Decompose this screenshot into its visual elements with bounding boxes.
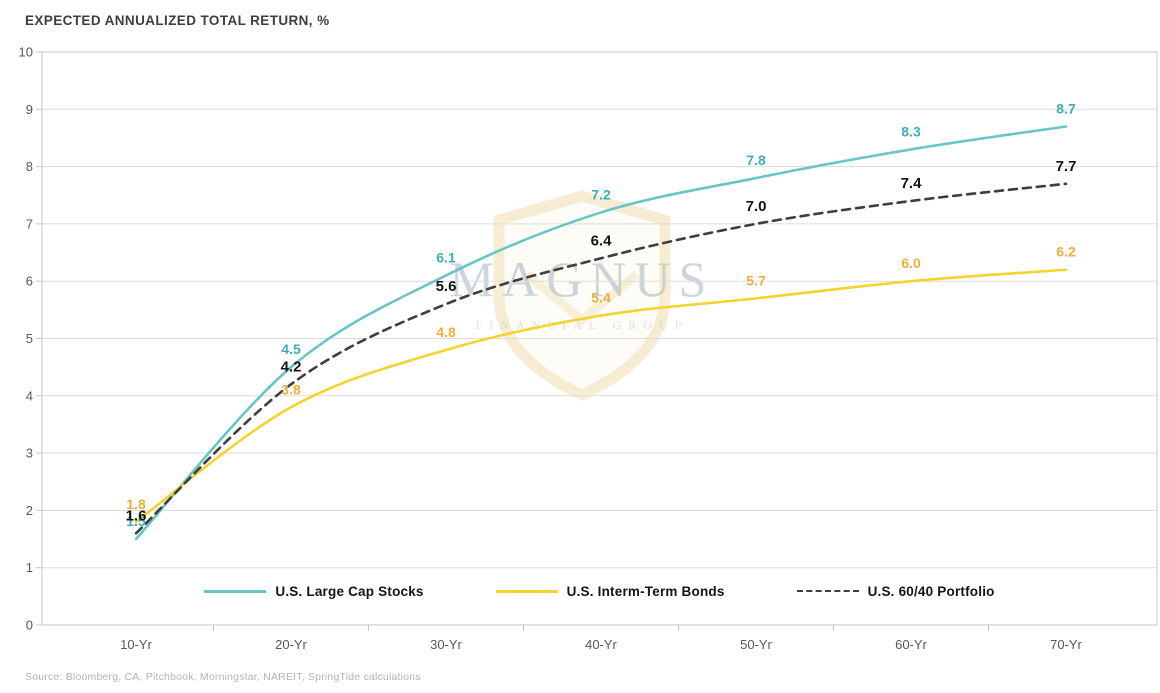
data-label: 8.7 [1056,100,1076,116]
legend: U.S. Large Cap Stocks U.S. Interm-Term Bo… [42,579,1157,603]
y-tick-label: 8 [26,159,33,174]
legend-item: U.S. Interm-Term Bonds [495,583,725,599]
data-label: 6.4 [591,232,613,249]
legend-item: U.S. Large Cap Stocks [204,584,423,599]
data-label: 6.0 [901,255,921,271]
data-label: 1.6 [126,507,147,524]
data-label: 1.5 [126,513,146,529]
x-tick-label: 10-Yr [120,637,152,652]
y-tick-label: 9 [26,102,33,117]
data-label: 8.3 [901,123,921,139]
y-tick-label: 4 [26,388,33,403]
data-label: 4.5 [281,341,301,357]
data-label: 5.4 [591,290,611,306]
x-tick-label: 50-Yr [740,637,772,652]
legend-label: U.S. 60/40 Portfolio [867,583,995,599]
x-tick-label: 20-Yr [275,637,307,652]
y-tick-label: 0 [26,618,33,633]
y-tick-label: 5 [26,331,33,346]
x-tick-label: 60-Yr [895,637,927,652]
source-note: Source: Bloomberg, CA, Pitchbook, Mornin… [25,671,421,683]
data-label: 7.7 [1056,158,1077,175]
data-label: 4.2 [281,358,302,375]
data-label: 1.8 [126,496,146,512]
x-tick-label: 70-Yr [1050,637,1082,652]
legend-swatch-dashed-line [796,590,859,592]
y-tick-label: 10 [19,45,33,60]
chart-title: EXPECTED ANNUALIZED TOTAL RETURN, % [25,13,330,28]
y-tick-label: 3 [26,446,33,461]
data-label: 5.6 [436,278,457,295]
data-label: 7.0 [746,198,767,215]
legend-label: U.S. Interm-Term Bonds [566,583,725,599]
data-label: 7.8 [746,152,766,168]
y-tick-label: 1 [26,560,33,575]
data-label: 7.4 [901,175,923,192]
data-label: 7.2 [591,186,611,202]
data-label: 6.2 [1056,244,1076,260]
y-tick-label: 2 [26,503,33,518]
data-label: 3.8 [281,381,301,397]
data-label: 4.8 [436,324,456,340]
data-label: 5.7 [746,272,766,288]
legend-swatch-line [204,589,267,593]
legend-item: U.S. 60/40 Portfolio [796,583,995,599]
legend-label: U.S. Large Cap Stocks [275,583,424,599]
y-tick-label: 7 [26,216,33,231]
y-tick-label: 6 [26,274,33,289]
data-label: 6.1 [436,249,456,265]
x-tick-label: 30-Yr [430,637,462,652]
x-tick-label: 40-Yr [585,637,617,652]
legend-swatch-line [495,589,558,593]
